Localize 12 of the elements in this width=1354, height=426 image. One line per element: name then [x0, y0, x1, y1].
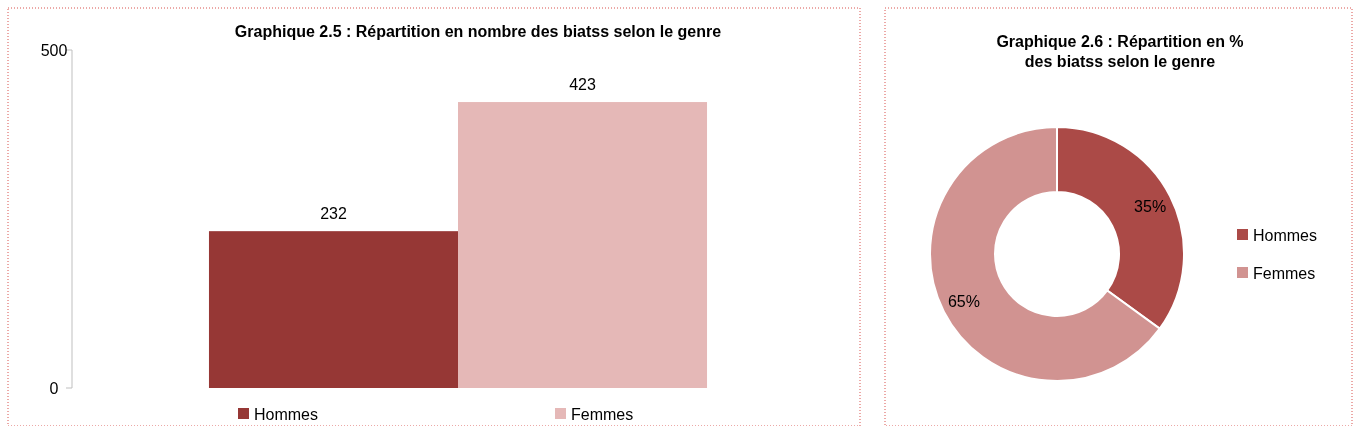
data-label: 423: [569, 76, 596, 94]
y-tick-label: 0: [49, 379, 59, 397]
data-label: 35%: [1134, 198, 1167, 216]
chart-title: Graphique 2.5 : Répartition en nombre des biatss selon le genre: [234, 23, 722, 40]
legend-label: Femmes: [571, 405, 634, 423]
legend-label: Hommes: [254, 405, 319, 423]
data-label: 232: [320, 205, 347, 223]
y-tick-label: 500: [40, 41, 68, 59]
data-label: 65%: [947, 293, 980, 311]
chart-title: Graphique 2.6 : Répartition en % des biatss selon le genre: [996, 33, 1244, 70]
legend-label: Hommes: [1253, 226, 1318, 244]
legend-label: Femmes: [1253, 264, 1316, 282]
